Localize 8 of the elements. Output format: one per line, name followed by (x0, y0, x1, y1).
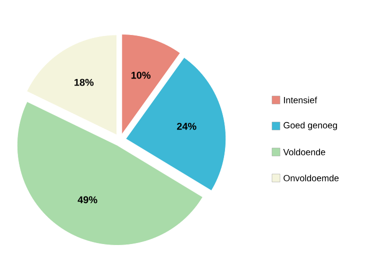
data-label: 18% (74, 78, 94, 86)
data-label: 10% (131, 72, 151, 79)
legend-label: Intensief (284, 96, 318, 104)
data-label: 49% (78, 196, 98, 204)
legend-label: Goed genoeg (284, 122, 337, 130)
legend-label: Voldoende (283, 148, 326, 156)
legend-label: Onvoldoemde (284, 174, 339, 182)
data-label: 24% (176, 122, 196, 130)
